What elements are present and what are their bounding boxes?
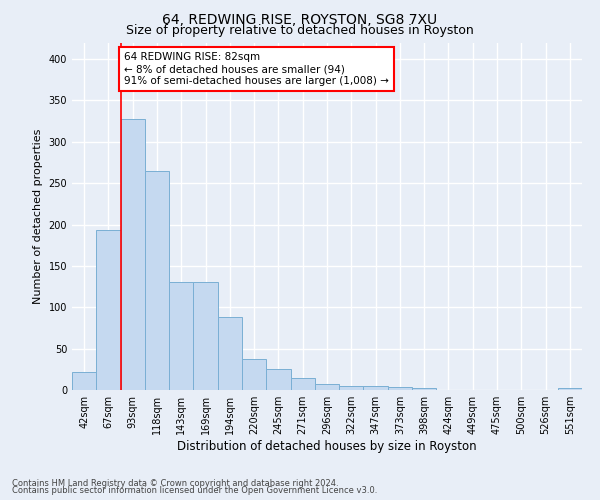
Bar xyxy=(290,378,315,390)
Text: 64 REDWING RISE: 82sqm
← 8% of detached houses are smaller (94)
91% of semi-deta: 64 REDWING RISE: 82sqm ← 8% of detached … xyxy=(124,52,389,86)
Bar xyxy=(315,384,339,390)
Bar xyxy=(388,386,412,390)
Bar xyxy=(96,230,121,390)
Text: Size of property relative to detached houses in Royston: Size of property relative to detached ho… xyxy=(126,24,474,37)
Bar xyxy=(339,386,364,390)
Text: Contains HM Land Registry data © Crown copyright and database right 2024.: Contains HM Land Registry data © Crown c… xyxy=(12,478,338,488)
Text: 64, REDWING RISE, ROYSTON, SG8 7XU: 64, REDWING RISE, ROYSTON, SG8 7XU xyxy=(163,12,437,26)
Bar xyxy=(242,358,266,390)
Text: Contains public sector information licensed under the Open Government Licence v3: Contains public sector information licen… xyxy=(12,486,377,495)
Bar xyxy=(72,372,96,390)
Y-axis label: Number of detached properties: Number of detached properties xyxy=(33,128,43,304)
Bar xyxy=(364,386,388,390)
Bar xyxy=(121,118,145,390)
Bar xyxy=(266,370,290,390)
Bar xyxy=(193,282,218,390)
X-axis label: Distribution of detached houses by size in Royston: Distribution of detached houses by size … xyxy=(177,440,477,453)
Bar xyxy=(169,282,193,390)
Bar xyxy=(218,317,242,390)
Bar xyxy=(558,388,582,390)
Bar xyxy=(412,388,436,390)
Bar xyxy=(145,170,169,390)
